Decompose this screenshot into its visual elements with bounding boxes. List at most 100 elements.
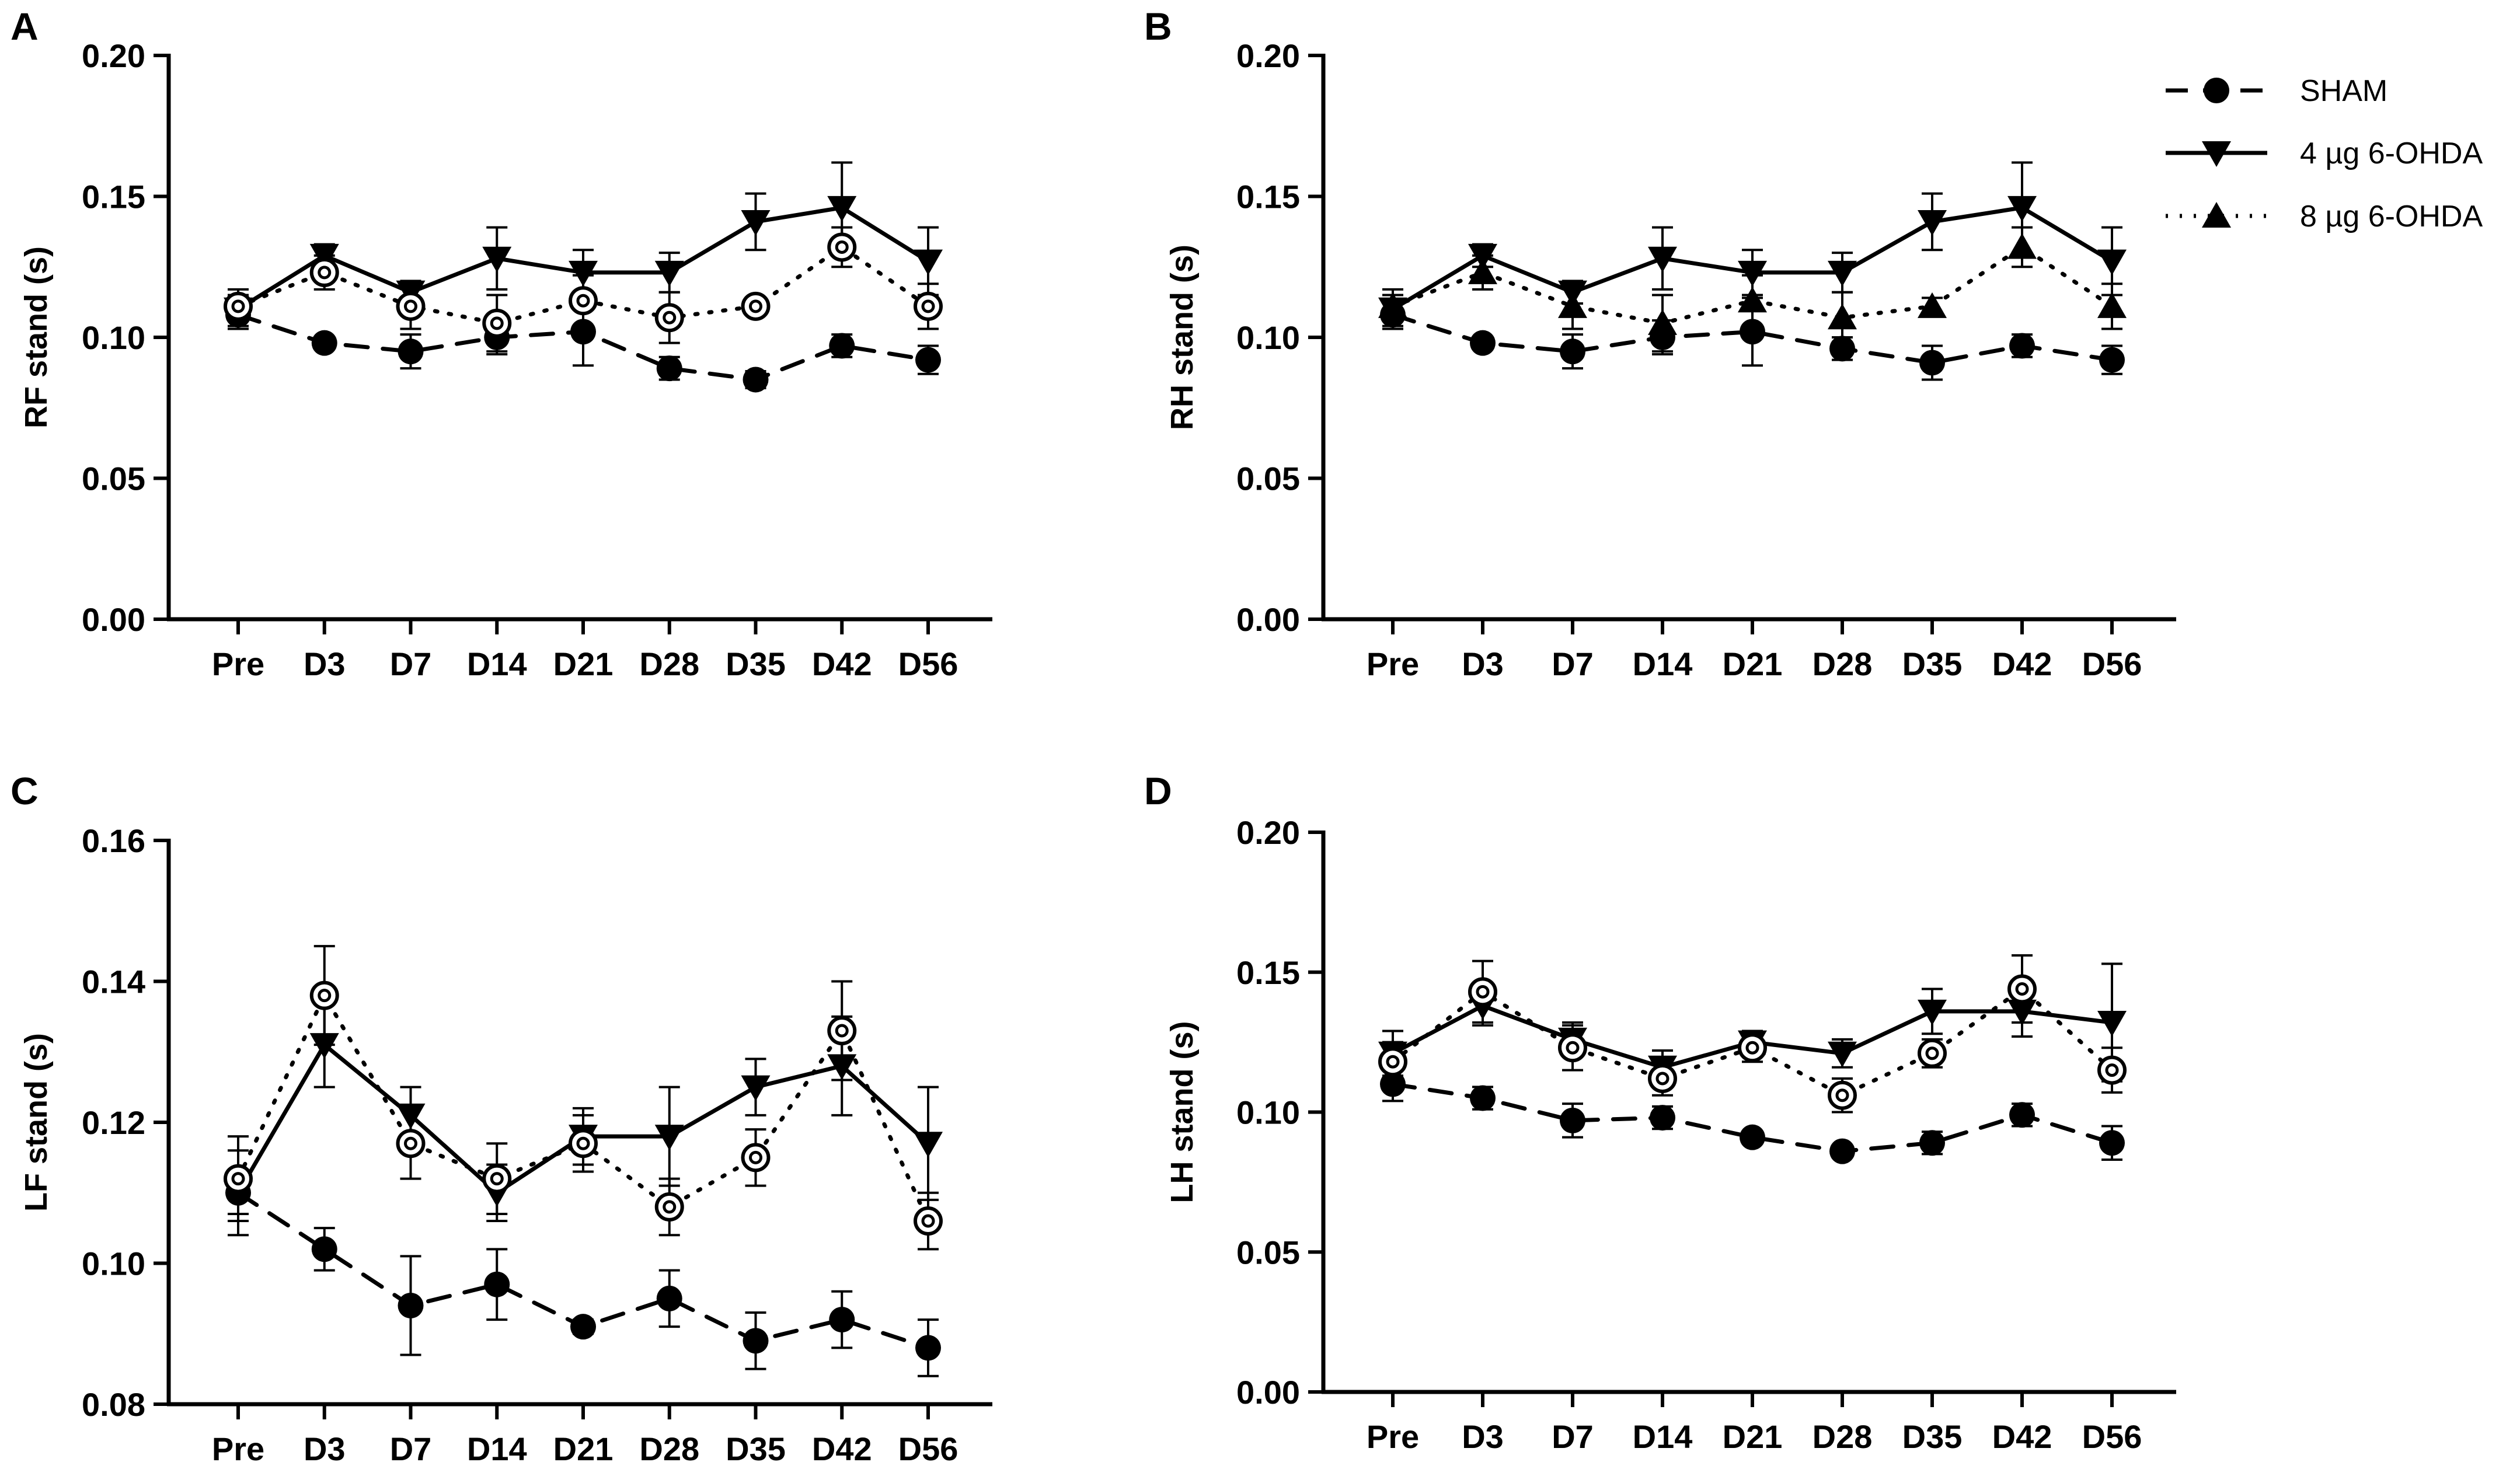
legend-marker [2202,202,2231,228]
y-tick-label: 0.10 [1236,319,1300,356]
x-tick-label: D21 [1723,1418,1783,1455]
data-point [654,1192,684,1222]
data-point [829,1307,855,1333]
data-point [827,196,857,222]
data-point [1558,292,1587,318]
data-point [484,1271,510,1297]
data-point [482,246,512,273]
y-axis-title: LH stand (s) [1165,1021,1200,1203]
series-8-g-6-ohda [224,226,943,353]
data-point [2097,292,2127,318]
data-point [1919,1130,1945,1156]
x-tick-label: Pre [1367,645,1419,682]
panel-letter: B [1144,5,1172,48]
data-point [741,291,771,321]
data-point [569,260,598,287]
data-point [1560,1107,1585,1133]
data-point [396,1129,426,1159]
legend-marker [2204,78,2229,103]
y-axis-title: RF stand (s) [19,246,54,428]
x-tick-label: D7 [390,645,432,682]
data-point [2097,1055,2127,1085]
data-point [396,291,426,321]
x-tick-label: D42 [812,645,872,682]
data-point [2007,196,2037,222]
data-point [2009,1102,2035,1128]
data-point [1828,303,1857,330]
data-point [1740,1124,1765,1150]
data-point [1558,1033,1587,1063]
data-point [1828,1041,1857,1067]
data-point [1468,977,1497,1007]
data-point [482,308,512,338]
data-point [915,1335,941,1361]
series-line [1390,312,2114,365]
x-tick-label: D35 [726,1430,786,1467]
x-tick-label: D56 [898,1430,958,1467]
legend: SHAM 4 µg 6-OHDA 8 µg 6-OHDA [2166,74,2483,233]
x-tick-label: D28 [639,1430,699,1467]
panel-a: A 0.00 0.05 0.10 0.15 0.20 Pre D3 D7 D14 D21 D28 D35… [11,5,992,682]
data-point [1380,1071,1406,1097]
data-point [741,1075,771,1101]
x-tick-label: D3 [304,1430,346,1467]
x-tick-label: D56 [2082,645,2142,682]
data-point [1829,1138,1855,1164]
y-tick-label: 0.05 [1236,1234,1300,1271]
data-point [398,339,424,365]
series-sham [1380,1066,2125,1164]
series-sham [225,296,941,393]
data-point [224,1164,253,1194]
x-tick-label: D3 [1462,1418,1504,1455]
data-point [915,347,941,373]
data-point [914,1132,943,1158]
data-point [1828,1080,1857,1110]
data-point [1378,1047,1407,1077]
x-tick-label: D14 [467,645,527,682]
y-tick-label: 0.20 [1236,814,1300,851]
x-tick-label: D42 [812,1430,872,1467]
x-tick-label: D21 [1723,645,1783,682]
x-tick-label: D28 [1813,645,1873,682]
legend-label: SHAM [2300,74,2387,108]
data-point [1918,292,1947,318]
y-axis-title: RH stand (s) [1165,245,1200,430]
y-tick-label: 0.00 [1236,601,1300,638]
y-tick-label: 0.20 [82,37,145,74]
y-tick-label: 0.05 [82,460,145,497]
y-tick-label: 0.15 [82,179,145,215]
x-tick-label: D7 [1552,1418,1594,1455]
y-tick-label: 0.14 [82,964,145,1000]
y-tick-label: 0.10 [1236,1094,1300,1131]
data-point [1378,292,1407,318]
data-point [309,980,339,1010]
data-point [1650,1105,1675,1131]
data-point [2007,974,2037,1004]
data-point [2009,333,2035,359]
legend-label: 8 µg 6-OHDA [2300,200,2483,233]
data-point [1470,330,1496,356]
data-point [569,1129,598,1159]
data-point [741,1143,771,1173]
data-point [1918,210,1947,236]
data-point [1648,246,1677,273]
data-point [2007,233,2037,259]
y-tick-label: 0.15 [1236,179,1300,215]
x-tick-label: D7 [1552,645,1594,682]
x-tick-label: D14 [1633,1418,1693,1455]
data-point [741,210,771,236]
x-tick-label: D28 [1813,1418,1873,1455]
data-point [2097,249,2127,275]
y-tick-label: 0.00 [1236,1374,1300,1411]
data-point [827,1016,857,1046]
data-point [311,330,337,356]
x-tick-label: D7 [390,1430,432,1467]
x-tick-label: D42 [1992,645,2052,682]
data-point [569,286,598,316]
data-point [1738,260,1767,287]
y-tick-label: 0.05 [1236,460,1300,497]
x-tick-label: D35 [1902,1418,1963,1455]
y-tick-label: 0.15 [1236,954,1300,991]
y-tick-label: 0.12 [82,1104,145,1141]
data-point [1648,309,1677,335]
